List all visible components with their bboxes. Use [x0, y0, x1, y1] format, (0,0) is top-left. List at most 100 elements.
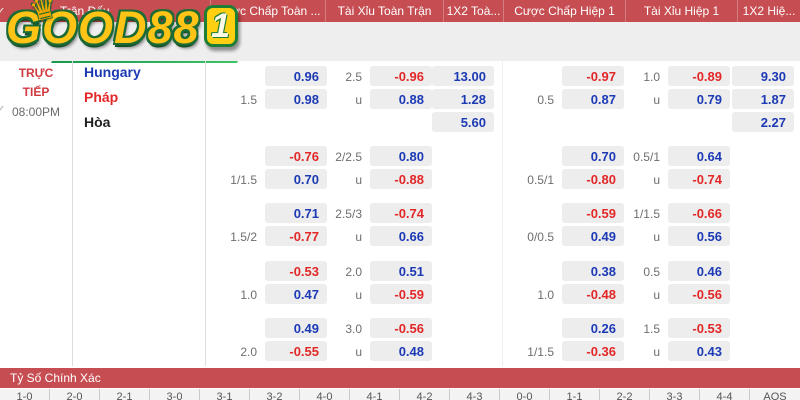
odds-ou-full-over[interactable]: 0.80 [370, 146, 432, 166]
odds-ou-full-under[interactable]: 0.48 [370, 341, 432, 361]
odds-ou-full-over[interactable]: -0.56 [370, 318, 432, 338]
score-option[interactable]: 3-1 [200, 389, 250, 400]
ah-line-label: 1/1.5 [527, 345, 554, 359]
odds-row: 1.0 0.47 u -0.59 1.0 -0.48 u -0.56 [0, 284, 800, 306]
odds-row: 0.49 3.0 -0.56 0.26 1.5 -0.53 [0, 318, 800, 340]
odds-ou-h1-under[interactable]: 0.43 [668, 341, 730, 361]
odds-1x2-h1-draw[interactable]: 2.27 [732, 112, 794, 132]
odds-ou-full-under[interactable]: 0.88 [370, 89, 432, 109]
under-label: u [355, 345, 362, 359]
odds-ou-full-under[interactable]: -0.59 [370, 284, 432, 304]
ou-line-label: 2.5/3 [335, 207, 362, 221]
score-option[interactable]: 3-0 [150, 389, 200, 400]
odds-row: 5.60 2.27 [0, 112, 800, 134]
odds-1x2-h1-away[interactable]: 1.87 [732, 89, 794, 109]
ah-line-label: 2.0 [240, 345, 257, 359]
odds-ah-h1-home[interactable]: 0.26 [562, 318, 624, 338]
ah-line-label: 0/0.5 [527, 230, 554, 244]
odds-1x2-full-home[interactable]: 13.00 [432, 66, 494, 86]
odds-ou-full-under[interactable]: -0.88 [370, 169, 432, 189]
odds-ou-h1-over[interactable]: -0.89 [668, 66, 730, 86]
correct-score-options: 1-0 2-0 2-1 3-0 3-1 3-2 4-0 4-1 4-2 4-3 … [0, 389, 800, 400]
score-option[interactable]: 4-2 [400, 389, 450, 400]
divider-teams-odds [205, 58, 206, 366]
odds-ah-h1-home[interactable]: 0.70 [562, 146, 624, 166]
odds-1x2-h1-home[interactable]: 9.30 [732, 66, 794, 86]
score-option[interactable]: 4-1 [350, 389, 400, 400]
column-header-1x2-full: 1X2 Toà... [443, 0, 503, 22]
odds-ou-h1-under[interactable]: -0.74 [668, 169, 730, 189]
under-label: u [355, 230, 362, 244]
column-header-handicap-h1: Cược Chấp Hiệp 1 [503, 0, 625, 22]
ou-line-label: 2/2.5 [335, 150, 362, 164]
odds-ou-h1-over[interactable]: -0.53 [668, 318, 730, 338]
score-option[interactable]: AOS [763, 391, 787, 400]
live-status: TRỰC TIẾP [18, 66, 54, 99]
odds-ah-h1-away[interactable]: -0.36 [562, 341, 624, 361]
odds-ah-h1-home[interactable]: -0.59 [562, 203, 624, 223]
score-option[interactable]: 2-2 [600, 389, 650, 400]
score-option[interactable]: 3-2 [250, 389, 300, 400]
odds-ou-h1-under[interactable]: 0.79 [668, 89, 730, 109]
odds-ah-h1-away[interactable]: -0.48 [562, 284, 624, 304]
odds-ah-full-home[interactable]: 0.49 [265, 318, 327, 338]
under-label: u [653, 288, 660, 302]
ah-line-label: 1.0 [240, 288, 257, 302]
odds-ah-full-away[interactable]: -0.55 [265, 341, 327, 361]
odds-ah-h1-home[interactable]: 0.38 [562, 261, 624, 281]
under-label: u [355, 93, 362, 107]
odds-ou-full-under[interactable]: 0.66 [370, 226, 432, 246]
divider-time-teams [72, 58, 73, 366]
divider-full-half [502, 58, 503, 366]
odds-row: 2.0 -0.55 u 0.48 1/1.5 -0.36 u 0.43 [0, 341, 800, 363]
odds-row: 1/1.5 0.70 u -0.88 0.5/1 -0.80 u -0.74 [0, 169, 800, 191]
odds-ou-h1-over[interactable]: 0.64 [668, 146, 730, 166]
column-header-match: Trận Đấu [60, 4, 110, 18]
odds-ou-h1-under[interactable]: 0.56 [668, 226, 730, 246]
odds-ah-h1-away[interactable]: 0.49 [562, 226, 624, 246]
odds-ou-full-over[interactable]: -0.74 [370, 203, 432, 223]
team-away: Pháp [84, 89, 119, 105]
ah-line-label: 1/1.5 [230, 173, 257, 187]
odds-1x2-full-away[interactable]: 1.28 [432, 89, 494, 109]
odds-ou-h1-over[interactable]: -0.66 [668, 203, 730, 223]
ou-line-label: 3.0 [345, 322, 362, 336]
under-label: u [653, 173, 660, 187]
odds-ah-full-away[interactable]: -0.77 [265, 226, 327, 246]
odds-ah-full-home[interactable]: -0.76 [265, 146, 327, 166]
odds-ou-full-over[interactable]: -0.96 [370, 66, 432, 86]
ou-line-label: 0.5/1 [633, 150, 660, 164]
odds-ah-full-home[interactable]: 0.96 [265, 66, 327, 86]
odds-ou-full-over[interactable]: 0.51 [370, 261, 432, 281]
odds-ah-h1-away[interactable]: 0.87 [562, 89, 624, 109]
odds-1x2-full-draw[interactable]: 5.60 [432, 112, 494, 132]
under-label: u [653, 345, 660, 359]
score-option[interactable]: 1-1 [550, 389, 600, 400]
score-option[interactable]: 2-0 [50, 389, 100, 400]
odds-ou-h1-under[interactable]: -0.56 [668, 284, 730, 304]
odds-row: 1.5 0.98 u 0.88 1.28 0.5 0.87 u 0.79 1.8… [0, 89, 800, 111]
team-home: Hungary [84, 64, 141, 80]
odds-row: 1.5/2 -0.77 u 0.66 0/0.5 0.49 u 0.56 [0, 226, 800, 248]
odds-ah-full-away[interactable]: 0.47 [265, 284, 327, 304]
score-option[interactable]: 4-3 [450, 389, 500, 400]
odds-ah-full-away[interactable]: 0.98 [265, 89, 327, 109]
odds-ah-full-away[interactable]: 0.70 [265, 169, 327, 189]
score-option[interactable]: 4-4 [700, 389, 750, 400]
score-option[interactable]: 0-0 [500, 389, 550, 400]
odds-ah-full-home[interactable]: -0.53 [265, 261, 327, 281]
logo-text: GOOD88 [6, 2, 200, 53]
odds-row: 0.71 2.5/3 -0.74 -0.59 1/1.5 -0.66 [0, 203, 800, 225]
score-option[interactable]: 2-1 [100, 389, 150, 400]
odds-ou-h1-over[interactable]: 0.46 [668, 261, 730, 281]
odds-ah-h1-home[interactable]: -0.97 [562, 66, 624, 86]
odds-ah-h1-away[interactable]: -0.80 [562, 169, 624, 189]
ou-line-label: 0.5 [643, 265, 660, 279]
score-option[interactable]: 3-3 [650, 389, 700, 400]
site-logo[interactable]: ♛ GOOD88 1 [6, 0, 238, 54]
score-option[interactable]: 4-0 [300, 389, 350, 400]
odds-ah-full-home[interactable]: 0.71 [265, 203, 327, 223]
score-option[interactable]: 1-0 [0, 389, 50, 400]
ou-line-label: 1.5 [643, 322, 660, 336]
